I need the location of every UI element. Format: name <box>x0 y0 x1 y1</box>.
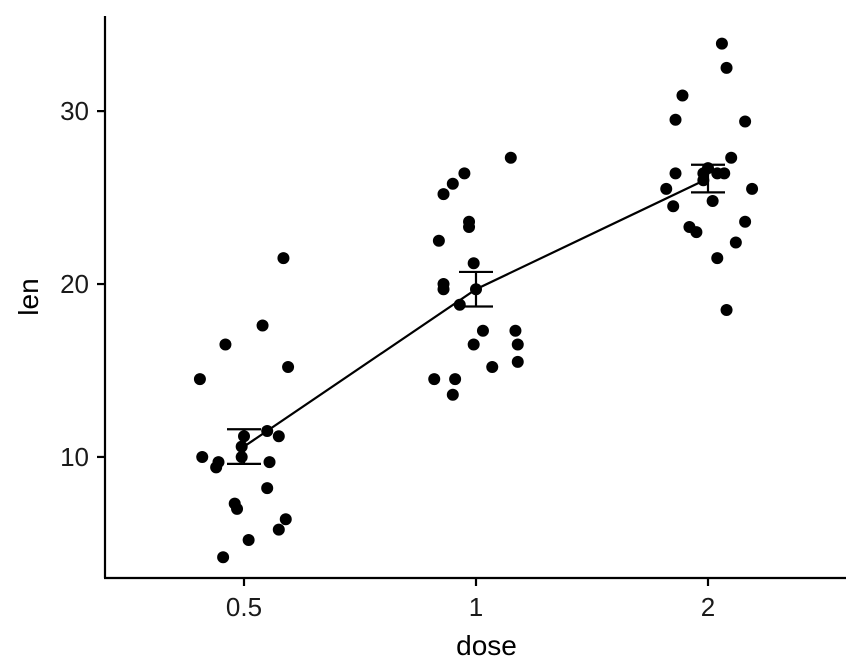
data-point <box>219 338 232 351</box>
data-point <box>676 89 689 102</box>
data-point <box>437 188 450 201</box>
data-point <box>231 502 244 515</box>
y-tick-label: 30 <box>60 96 89 126</box>
data-point <box>511 338 524 351</box>
data-point <box>467 338 480 351</box>
data-point <box>706 195 719 208</box>
data-point <box>718 167 731 180</box>
data-point <box>720 61 733 74</box>
x-tick-label: 2 <box>701 592 715 622</box>
x-axis-ticks: 0.5 1 2 <box>226 578 715 622</box>
data-point <box>272 430 285 443</box>
data-point <box>242 533 255 546</box>
data-point <box>669 167 682 180</box>
y-axis-ticks: 10 20 30 <box>60 96 105 472</box>
data-point <box>432 234 445 247</box>
error-bar <box>459 270 493 308</box>
x-tick-label: 1 <box>469 592 483 622</box>
mean-line <box>243 177 709 448</box>
data-point <box>739 115 752 128</box>
data-point <box>449 373 462 386</box>
data-point <box>729 236 742 249</box>
data-point <box>210 461 223 474</box>
data-point <box>458 167 471 180</box>
data-point <box>217 551 230 564</box>
data-point <box>463 220 476 233</box>
data-point <box>428 373 441 386</box>
data-point <box>277 252 290 265</box>
data-point <box>261 482 274 495</box>
points-layer <box>193 37 759 564</box>
data-point <box>263 456 276 469</box>
data-point <box>746 182 759 195</box>
data-point <box>256 319 269 332</box>
data-point <box>235 450 248 463</box>
y-tick-label: 10 <box>60 442 89 472</box>
data-point <box>715 37 728 50</box>
data-point <box>509 324 522 337</box>
data-point <box>446 388 459 401</box>
axes: 10 20 30 0.5 1 2 dose len <box>13 16 846 661</box>
x-tick-label: 0.5 <box>226 592 262 622</box>
data-point <box>193 373 206 386</box>
data-point <box>511 355 524 368</box>
plot-area <box>193 37 759 564</box>
data-point <box>437 283 450 296</box>
x-axis-title: dose <box>456 630 517 661</box>
data-point <box>476 324 489 337</box>
y-tick-label: 20 <box>60 269 89 299</box>
data-point <box>711 252 724 265</box>
data-point <box>486 361 499 374</box>
data-point <box>720 303 733 316</box>
data-point <box>660 182 673 195</box>
y-axis-title: len <box>13 278 44 315</box>
data-point <box>446 177 459 190</box>
error-bar <box>691 163 725 194</box>
data-point <box>282 361 295 374</box>
data-point <box>690 226 703 239</box>
mean-layer <box>227 163 725 465</box>
data-point <box>272 523 285 536</box>
error-bar <box>227 428 261 465</box>
data-point <box>725 151 738 164</box>
data-point <box>467 257 480 270</box>
data-point <box>667 200 680 213</box>
data-point <box>504 151 517 164</box>
data-point <box>739 215 752 228</box>
data-point <box>279 513 292 526</box>
data-point <box>669 113 682 126</box>
data-point <box>196 450 209 463</box>
